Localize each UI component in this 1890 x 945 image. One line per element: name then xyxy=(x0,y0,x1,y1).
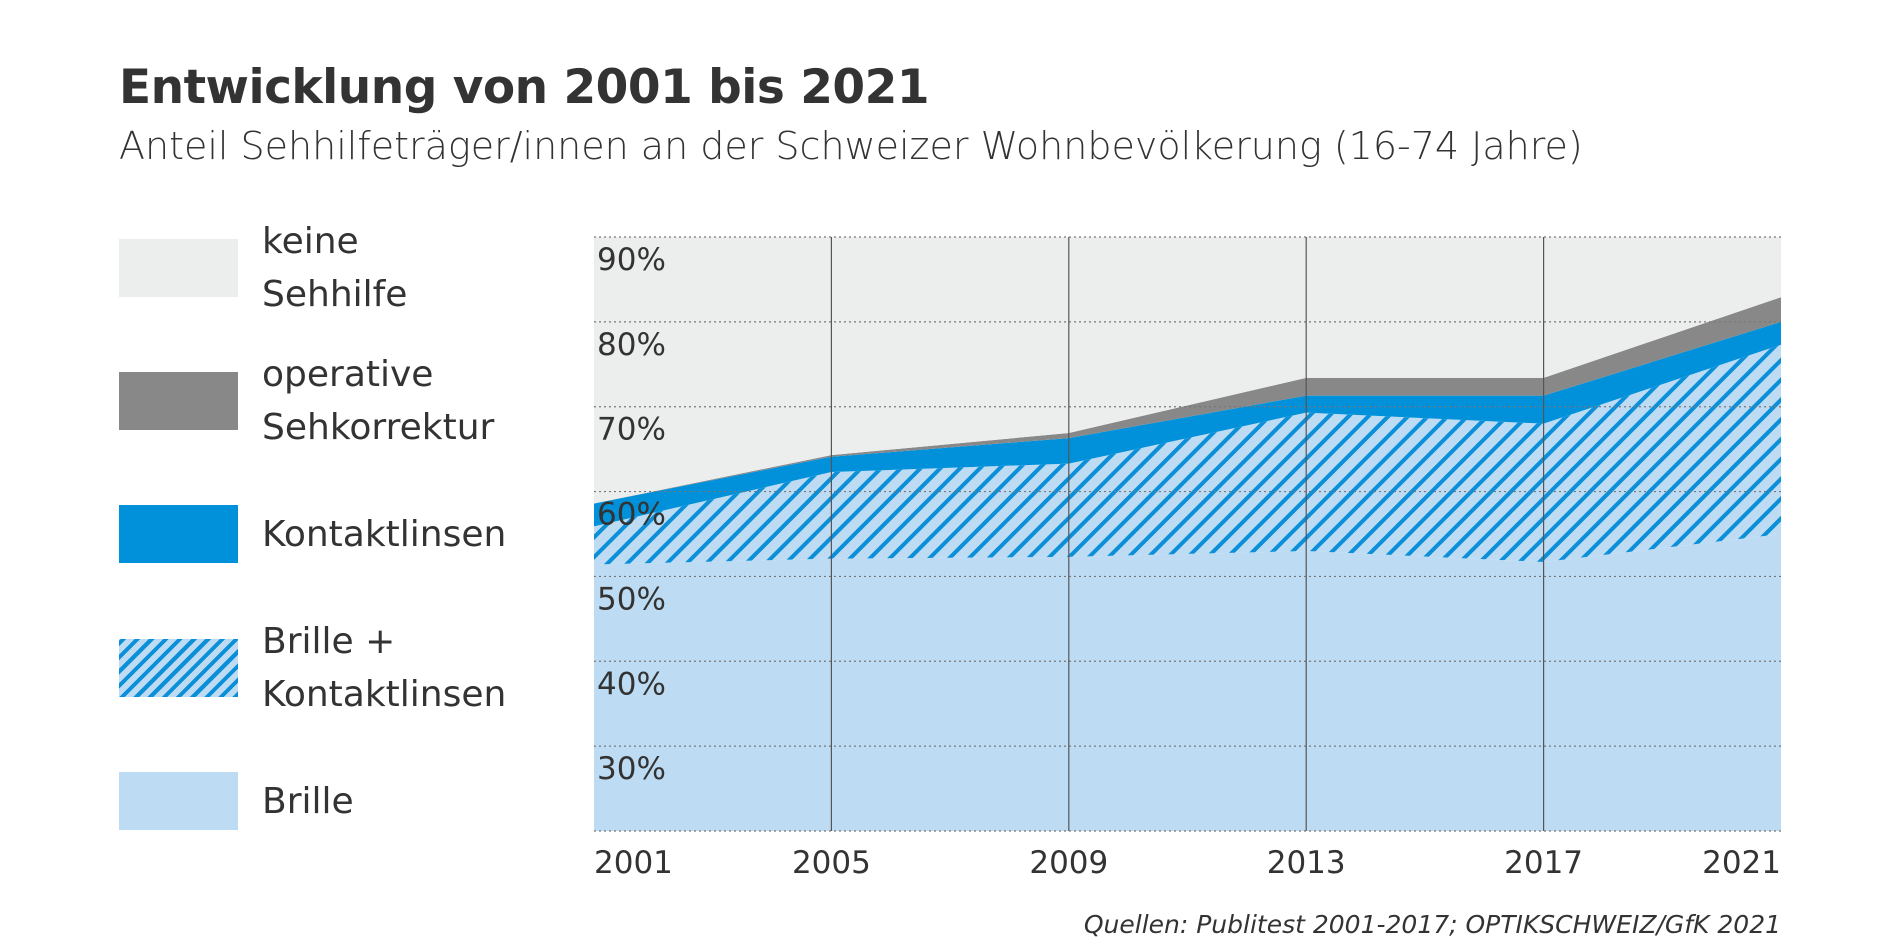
legend-label: Brille xyxy=(262,780,354,822)
axes: 30% 40% 50% 60% 70% 80% 90% 2001 2005 2009 2013 201… xyxy=(594,236,1781,881)
x-tick-label: 2001 xyxy=(594,845,673,881)
x-tick-label: 2005 xyxy=(792,845,871,881)
legend-swatch xyxy=(119,372,238,430)
area xyxy=(594,297,1781,504)
y-tick-label: 40% xyxy=(597,666,666,702)
legend-item: Kontaktlinsen xyxy=(119,505,539,563)
legend-item: operative Sehkorrektur xyxy=(119,348,539,454)
legend-label: Kontaktlinsen xyxy=(262,513,507,555)
chart-title: Entwicklung von 2001 bis 2021 xyxy=(119,60,930,115)
x-tick-label: 2009 xyxy=(1029,845,1108,881)
area xyxy=(594,237,1781,504)
legend-item: Brille + Kontaktlinsen xyxy=(119,615,539,721)
areas xyxy=(594,237,1781,831)
legend-label: Brille + Kontaktlinsen xyxy=(262,621,507,715)
legend-item: keine Sehhilfe xyxy=(119,215,539,321)
area xyxy=(594,534,1781,831)
legend-label: operative Sehkorrektur xyxy=(262,354,495,448)
area xyxy=(594,344,1781,565)
legend-item: Brille xyxy=(119,772,539,830)
y-tick-label: 30% xyxy=(597,751,666,787)
legend-swatch xyxy=(119,505,238,563)
legend-label: keine Sehhilfe xyxy=(262,221,408,315)
legend-swatch xyxy=(119,239,238,297)
y-tick-label: 80% xyxy=(597,327,666,363)
chart-subtitle: Anteil Sehhilfeträger/innen an der Schwe… xyxy=(119,124,1583,168)
area xyxy=(594,321,1781,527)
x-tick-label: 2013 xyxy=(1267,845,1346,881)
y-tick-label: 90% xyxy=(597,242,666,278)
y-tick-label: 60% xyxy=(597,497,666,533)
legend-swatch xyxy=(119,639,238,697)
source: Quellen: Publitest 2001-2017; OPTIKSCHWE… xyxy=(1083,910,1781,939)
x-tick-label: 2017 xyxy=(1504,845,1583,881)
y-tick-label: 50% xyxy=(597,581,666,617)
x-tick-label: 2021 xyxy=(1702,845,1781,881)
y-tick-label: 70% xyxy=(597,412,666,448)
legend-swatch xyxy=(119,772,238,830)
